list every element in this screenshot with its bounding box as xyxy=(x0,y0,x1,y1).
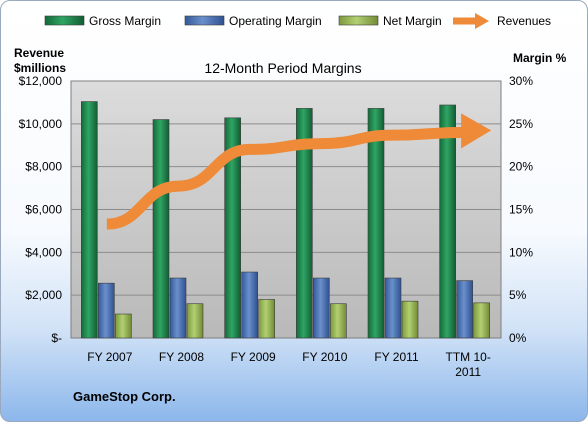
x-tick-label: TTM 10- xyxy=(445,350,490,364)
legend-label-revenues: Revenues xyxy=(497,14,551,28)
chart-title: 12-Month Period Margins xyxy=(204,60,361,76)
y-left-tick-label: $2,000 xyxy=(25,288,62,302)
legend-label-operating-margin: Operating Margin xyxy=(229,14,322,28)
y-right-tick-label: 25% xyxy=(509,117,533,131)
legend-swatch xyxy=(44,15,85,26)
y-left-axis-label-line1: Revenue xyxy=(14,46,64,60)
legend: Gross Margin Operating Margin Net Margin Re… xyxy=(44,13,551,29)
y-right-tick-label: 0% xyxy=(509,331,527,345)
gross-margin-bar xyxy=(296,108,313,339)
y-right-tick-label: 20% xyxy=(509,160,533,174)
y-right-tick-label: 5% xyxy=(509,288,527,302)
net-margin-bar xyxy=(401,300,419,339)
net-margin-bar xyxy=(115,313,132,339)
y-left-tick-label: $8,000 xyxy=(25,160,62,174)
bars xyxy=(81,101,490,339)
y-left-tick-label: $6,000 xyxy=(25,203,62,217)
gross-margin-bar xyxy=(152,119,170,339)
operating-margin-bar xyxy=(241,271,258,339)
gross-margin-bar xyxy=(439,104,456,339)
company-name: GameStop Corp. xyxy=(73,389,176,404)
revenue-line xyxy=(106,113,492,230)
x-tick-label: FY 2009 xyxy=(231,350,276,364)
axes: $- $2,000 $4,000 $6,000 $8,000 $10,000 $12,000… xyxy=(14,46,567,379)
net-margin-bar xyxy=(258,299,275,339)
y-left-tick-label: $12,000 xyxy=(19,74,63,88)
legend-swatch xyxy=(184,15,225,26)
legend-arrow xyxy=(475,13,489,29)
y-right-tick-label: 15% xyxy=(509,203,533,217)
operating-margin-bar xyxy=(169,277,187,339)
gross-margin-bar xyxy=(367,108,385,339)
y-left-tick-label: $4,000 xyxy=(25,245,62,259)
legend-swatch xyxy=(338,15,379,26)
x-tick-label: FY 2011 xyxy=(374,350,419,364)
y-right-tick-label: 10% xyxy=(509,245,533,259)
x-tick-label: FY 2008 xyxy=(159,350,204,364)
x-tick-label: FY 2010 xyxy=(302,350,347,364)
gross-margin-bar xyxy=(81,101,98,339)
revenues-arrowhead xyxy=(461,113,492,149)
gross-margin-bar xyxy=(224,117,241,339)
legend-label-net-margin: Net Margin xyxy=(383,14,442,28)
operating-margin-bar xyxy=(313,277,330,339)
legend-label-gross-margin: Gross Margin xyxy=(89,14,161,28)
net-margin-bar xyxy=(330,303,347,339)
net-margin-bar xyxy=(473,302,490,339)
y-left-tick-label: $10,000 xyxy=(19,117,63,131)
x-tick-label: FY 2007 xyxy=(87,350,132,364)
y-left-tick-label: $- xyxy=(51,331,62,345)
net-margin-bar xyxy=(186,303,204,339)
y-right-axis-label: Margin % xyxy=(513,51,567,65)
x-tick-label: 2011 xyxy=(455,365,481,379)
operating-margin-bar xyxy=(98,282,115,339)
revenues-line xyxy=(106,126,466,230)
y-right-tick-label: 30% xyxy=(509,74,533,88)
operating-margin-bar xyxy=(384,277,402,339)
operating-margin-bar xyxy=(456,280,473,339)
y-left-axis-label-line2: $millions xyxy=(14,61,66,75)
